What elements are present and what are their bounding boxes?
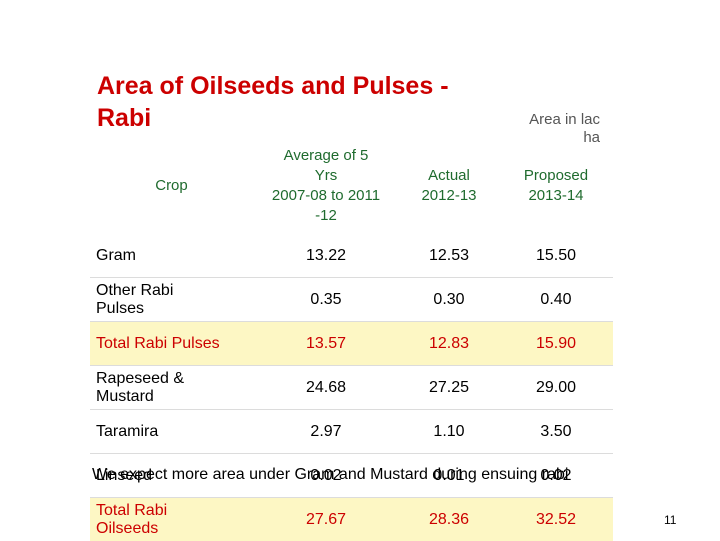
slide-title-line2: Rabi: [97, 104, 151, 132]
header-actual-line2: 2012-13: [421, 187, 476, 204]
header-proposed-line1: Proposed: [524, 167, 588, 184]
crop-cell-line2: Pulses: [96, 300, 144, 317]
header-average-line4: -12: [315, 207, 337, 224]
crop-cell-line2: Mustard: [96, 388, 154, 405]
actual-cell: 28.36: [399, 498, 499, 541]
table-header-row: Crop Average of 5 Yrs 2007-08 to 2011 -1…: [90, 138, 613, 234]
crop-cell: Gram: [90, 234, 253, 278]
table-row-total-pulses: Total Rabi Pulses 13.57 12.83 15.90: [90, 322, 613, 366]
average-cell: 0.35: [253, 278, 399, 322]
average-cell: 27.67: [253, 498, 399, 541]
header-actual-line1: Actual: [428, 167, 470, 184]
crop-cell: Other Rabi Pulses: [90, 278, 253, 322]
page-number: 11: [664, 513, 676, 527]
average-cell: 13.22: [253, 234, 399, 278]
crop-cell: Total Rabi Oilseeds: [90, 498, 253, 541]
header-average: Average of 5 Yrs 2007-08 to 2011 -12: [253, 138, 399, 234]
crop-cell-line2: Oilseeds: [96, 520, 158, 537]
proposed-cell: 32.52: [499, 498, 613, 541]
header-proposed-line2: 2013-14: [528, 187, 583, 204]
proposed-cell: 29.00: [499, 366, 613, 410]
units-label-line1: Area in lac: [529, 111, 600, 128]
slide-title-line1: Area of Oilseeds and Pulses -: [97, 72, 449, 100]
header-average-line2: Yrs: [315, 167, 338, 184]
proposed-cell: 0.40: [499, 278, 613, 322]
actual-cell: 12.83: [399, 322, 499, 366]
proposed-cell: 15.90: [499, 322, 613, 366]
table-row: Taramira 2.97 1.10 3.50: [90, 410, 613, 454]
crop-cell-line1: Total Rabi: [96, 502, 167, 519]
actual-cell: 12.53: [399, 234, 499, 278]
crop-cell-line1: Other Rabi: [96, 282, 173, 299]
slide-title: Area of Oilseeds and Pulses - Rabi: [97, 70, 517, 134]
header-average-line1: Average of 5: [284, 147, 369, 164]
proposed-cell: 3.50: [499, 410, 613, 454]
header-actual: Actual 2012-13: [399, 138, 499, 234]
crop-cell: Total Rabi Pulses: [90, 322, 253, 366]
table-row: Rapeseed & Mustard 24.68 27.25 29.00: [90, 366, 613, 410]
actual-cell: 1.10: [399, 410, 499, 454]
proposed-cell: 15.50: [499, 234, 613, 278]
actual-cell: 0.30: [399, 278, 499, 322]
header-proposed: Proposed 2013-14: [499, 138, 613, 234]
crop-cell: Rapeseed & Mustard: [90, 366, 253, 410]
average-cell: 13.57: [253, 322, 399, 366]
crop-cell-line1: Rapeseed &: [96, 370, 184, 387]
table-row: Gram 13.22 12.53 15.50: [90, 234, 613, 278]
table-row: Other Rabi Pulses 0.35 0.30 0.40: [90, 278, 613, 322]
table-row-total-oilseeds: Total Rabi Oilseeds 27.67 28.36 32.52: [90, 498, 613, 541]
crop-cell: Taramira: [90, 410, 253, 454]
header-crop: Crop: [90, 138, 253, 234]
footnote: We expect more area under Gram and Musta…: [92, 465, 712, 485]
header-average-line3: 2007-08 to 2011: [272, 187, 380, 204]
average-cell: 2.97: [253, 410, 399, 454]
actual-cell: 27.25: [399, 366, 499, 410]
average-cell: 24.68: [253, 366, 399, 410]
